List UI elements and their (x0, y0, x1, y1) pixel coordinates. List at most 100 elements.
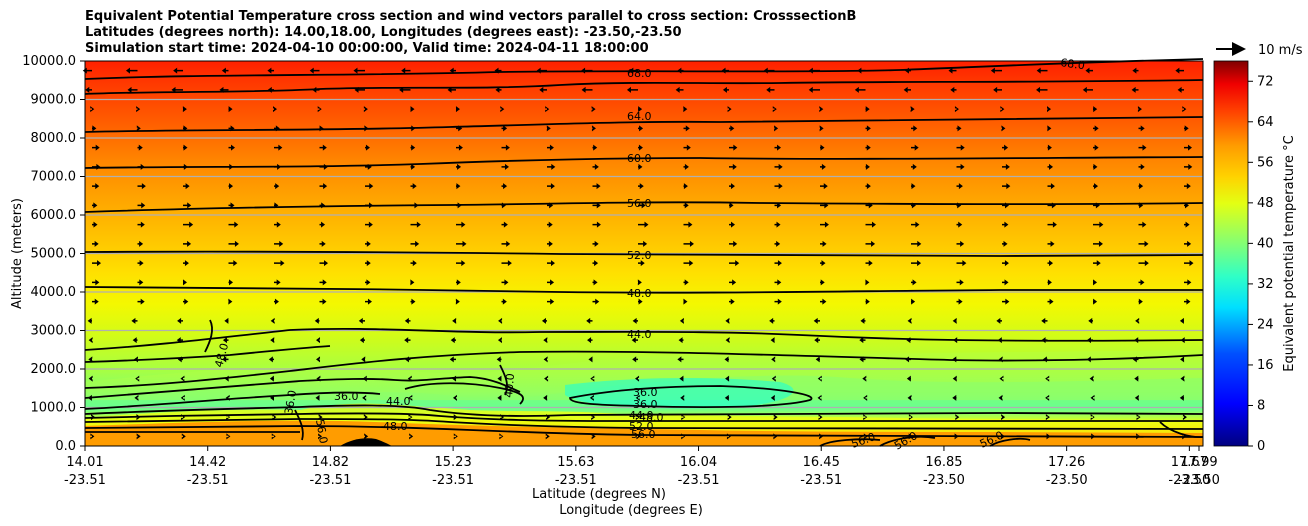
wind-vector (683, 202, 689, 209)
wind-vector (1002, 144, 1009, 151)
wind-vector (1138, 298, 1143, 305)
wind-vector (1045, 394, 1050, 401)
wind-vector (729, 240, 738, 247)
wind-vector (1093, 183, 1099, 190)
wind-vector (678, 337, 684, 344)
y-axis-label: Altitude (meters) (10, 198, 25, 309)
wind-vector (820, 240, 827, 247)
wind-vector (954, 106, 959, 113)
wind-vector (681, 414, 686, 421)
x-axis: 14.01 -23.51 14.42 -23.51 14.82 -23.51 15.23 -2… (64, 446, 1220, 488)
wind-vector (1047, 298, 1054, 305)
colorbar-tick-label: 24 (1257, 317, 1274, 332)
quiver-key-label: 10 m/s (1258, 43, 1303, 58)
wind-vector (456, 163, 462, 170)
wind-vector (591, 125, 596, 132)
wind-vector (683, 260, 694, 267)
wind-vector (85, 86, 92, 93)
wind-vector (90, 106, 95, 113)
wind-vector (173, 67, 183, 74)
x-tick-label-lon: -23.50 (1178, 473, 1220, 488)
wind-vector (774, 298, 782, 305)
terrain (340, 438, 392, 446)
wind-vector (637, 279, 642, 286)
colorbar-tick-label: 48 (1257, 196, 1274, 211)
wind-vector (183, 240, 192, 247)
wind-vector (1182, 414, 1187, 421)
wind-vector (316, 337, 321, 344)
wind-vector (952, 394, 957, 401)
wind-vector (274, 298, 279, 305)
wind-vector (452, 394, 457, 401)
wind-vector (1184, 298, 1191, 305)
wind-vector (319, 183, 328, 190)
wind-vector (1137, 106, 1142, 113)
wind-vector (176, 337, 183, 344)
wind-vector (725, 375, 730, 382)
wind-vector (1138, 183, 1144, 190)
wind-vector (456, 279, 461, 286)
wind-vector (729, 125, 735, 132)
wind-vector (911, 125, 918, 132)
wind-vector (589, 394, 594, 401)
wind-vector (1093, 202, 1100, 209)
wind-vector (813, 317, 820, 324)
wind-vector (270, 337, 275, 344)
wind-vector (543, 337, 548, 344)
colorbar-tick-label: 16 (1257, 358, 1274, 373)
wind-vector (92, 221, 98, 228)
wind-vector (541, 317, 547, 324)
contour-label: 36.0 (334, 390, 359, 403)
wind-vector (319, 279, 327, 286)
wind-vector (626, 86, 638, 93)
wind-vector (359, 337, 365, 344)
wind-vector (1182, 106, 1187, 113)
wind-vector (456, 240, 467, 247)
wind-vector (820, 260, 826, 267)
wind-vector (456, 144, 463, 151)
wind-vector (410, 279, 415, 286)
wind-vector (1138, 240, 1149, 247)
wind-vector (137, 298, 145, 305)
wind-vector (545, 106, 550, 113)
wind-vector (638, 125, 644, 132)
wind-vector (865, 260, 873, 267)
wind-vector (1002, 163, 1010, 170)
wind-vector (766, 86, 775, 93)
wind-vector (362, 394, 367, 401)
wind-vector (865, 144, 871, 151)
wind-vector (134, 394, 139, 401)
wind-vector (1093, 298, 1098, 305)
wind-vector (865, 298, 870, 305)
wind-vector (318, 433, 323, 440)
wind-vector (365, 279, 371, 286)
wind-vector (820, 279, 825, 286)
wind-vector (228, 125, 235, 132)
colorbar-label: Equivalent potential temperature °C (1282, 135, 1297, 371)
wind-vector (499, 433, 504, 440)
wind-vector (358, 317, 365, 324)
contour-label: 56.0 (313, 418, 330, 444)
wind-vector (725, 317, 730, 324)
wind-vector (996, 317, 1002, 324)
wind-vector (500, 106, 505, 113)
contour-label: 40.0 (502, 373, 517, 399)
wind-vector (1131, 86, 1139, 93)
wind-vector (859, 337, 866, 344)
wind-vector (222, 337, 229, 344)
wind-vector (501, 260, 512, 267)
wind-vector (353, 67, 365, 74)
wind-vector (135, 375, 140, 382)
wind-vector (865, 163, 870, 170)
wind-vector (729, 183, 735, 190)
x-tick-label-lat: 17.99 (1180, 455, 1217, 470)
wind-vector (911, 221, 920, 228)
wind-vector (272, 106, 277, 113)
wind-vector (1041, 317, 1048, 324)
wind-vector (456, 183, 461, 190)
wind-vector (221, 67, 229, 74)
wind-vector (683, 163, 689, 170)
wind-vector (1002, 202, 1009, 209)
wind-vector (410, 106, 415, 113)
wind-vector (729, 260, 740, 267)
